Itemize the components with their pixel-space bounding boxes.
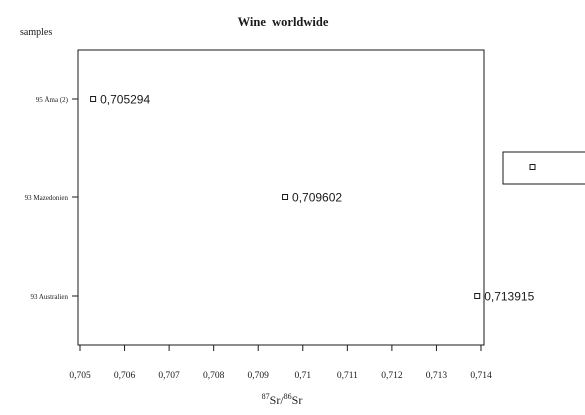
x-axis-label-symbol-a: Sr <box>270 393 281 407</box>
data-point-marker <box>474 293 481 299</box>
x-tick-label: 0,708 <box>203 371 225 381</box>
x-tick-label: 0,706 <box>114 371 136 381</box>
data-point-label: 0,705294 <box>100 93 150 107</box>
y-axis-label: samples <box>20 27 52 38</box>
data-point-label: 0,709602 <box>292 191 342 205</box>
x-tick-label: 0,707 <box>158 371 180 381</box>
x-tick-label: 0,712 <box>381 371 403 381</box>
x-axis-label-separator: / <box>280 393 284 407</box>
y-axis-ticks: 95 Åma (2) 93 Mazedonien 93 Australien <box>25 96 78 301</box>
y-tick-label: 95 Åma (2) <box>36 96 69 104</box>
data-point-label: 0,713915 <box>484 290 534 304</box>
x-axis-label-mass-a: 87 <box>262 392 270 401</box>
legend-box <box>502 151 585 185</box>
y-tick-label: 93 Mazedonien <box>25 194 69 202</box>
x-tick-label: 0,705 <box>69 371 91 381</box>
data-points: 0,705294 0,709602 0,713915 <box>90 93 535 304</box>
x-tick-label: 0,713 <box>426 371 448 381</box>
x-axis-ticks: 0,705 0,706 0,707 0,708 0,709 0,71 0,711 0,712 0… <box>69 345 492 381</box>
data-point-marker <box>282 194 289 200</box>
data-point-marker <box>90 96 97 102</box>
x-tick-label: 0,711 <box>337 371 358 381</box>
x-axis-label-mass-b: 86 <box>284 392 292 401</box>
x-tick-label: 0,709 <box>248 371 270 381</box>
legend-marker <box>529 164 536 170</box>
x-axis-label: 87Sr/86Sr <box>262 392 303 407</box>
chart-title: Wine worldwide <box>238 15 329 29</box>
x-tick-label: 0,71 <box>294 371 311 381</box>
x-axis-label-symbol-b: Sr <box>292 393 303 407</box>
legend <box>502 151 585 185</box>
y-tick-label: 93 Australien <box>30 293 68 301</box>
x-tick-label: 0,714 <box>470 371 492 381</box>
